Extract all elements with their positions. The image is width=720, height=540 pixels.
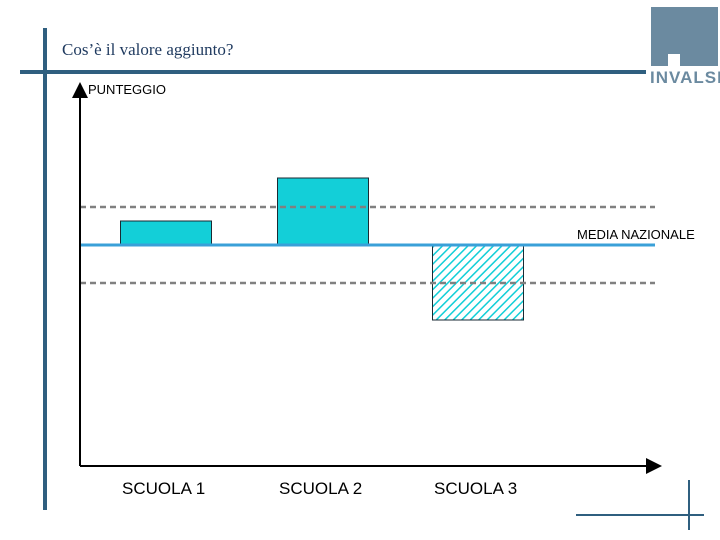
slide-title: Cos’è il valore aggiunto? <box>62 40 234 59</box>
category-label-school-3: SCUOLA 3 <box>434 479 518 498</box>
bar-scuola-1 <box>120 220 212 246</box>
corner-line-horizontal <box>576 514 704 516</box>
category-label-school-2: SCUOLA 2 <box>279 479 363 498</box>
logo-text: INVALSI <box>650 68 720 87</box>
national-mean-label: MEDIA NAZIONALE <box>577 227 695 242</box>
invalsi-logo <box>648 4 718 96</box>
frame-line-horizontal <box>20 70 646 74</box>
corner-line-vertical <box>688 480 690 530</box>
bar-scuola-3 <box>432 244 524 321</box>
frame-line-vertical <box>43 28 47 510</box>
y-axis-label: PUNTEGGIO <box>88 82 167 97</box>
bar-scuola-2 <box>277 177 369 246</box>
logo-emblem-icon <box>651 7 718 66</box>
category-label-school-1: SCUOLA 1 <box>122 479 206 498</box>
